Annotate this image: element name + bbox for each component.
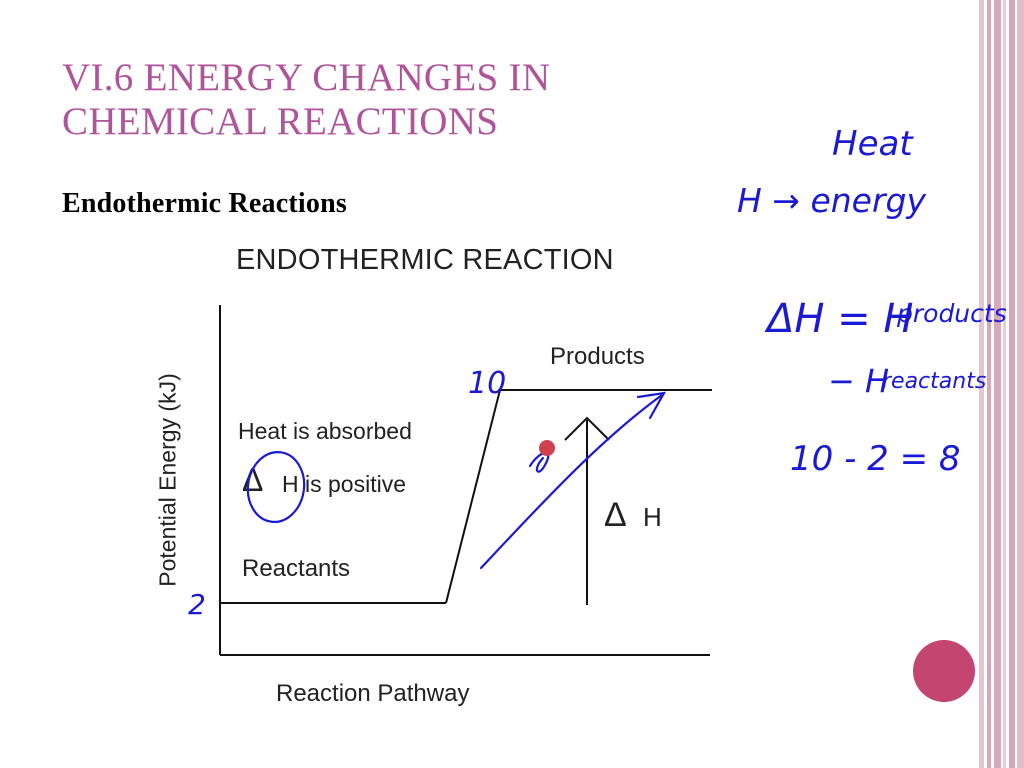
- ink-calculation: 10 - 2 = 8: [790, 439, 961, 479]
- delta-h-label: H: [643, 502, 662, 532]
- ink-red-dot: [539, 440, 555, 456]
- slide-border: [979, 0, 1024, 768]
- ink-reactants-subscript: reactants: [882, 369, 986, 394]
- delta-h-symbol: Δ: [604, 496, 627, 534]
- ink-minus-h: − H: [828, 362, 889, 400]
- ink-delta-h-equation: ΔH = H: [764, 296, 913, 342]
- slide-title: VI.6 ENERGY CHANGES IN CHEMICAL REACTION…: [62, 56, 550, 144]
- ink-diagonal-arrow: [479, 393, 664, 570]
- arrow-head: [564, 416, 610, 441]
- slide-title-line-2: CHEMICAL REACTIONS: [62, 100, 499, 143]
- heat-absorbed-label: Heat is absorbed: [238, 418, 412, 444]
- diagram-title: ENDOTHERMIC REACTION: [236, 244, 614, 276]
- ink-heat: Heat: [832, 124, 914, 164]
- products-label: Products: [550, 343, 645, 370]
- ink-value-2: 2: [188, 588, 206, 621]
- ink-scribble: [528, 451, 550, 473]
- ink-value-10: 10: [468, 366, 506, 401]
- ink-h-energy: H → energy: [737, 181, 926, 220]
- slide-title-line-1: VI.6 ENERGY CHANGES IN: [62, 56, 551, 99]
- transition-line: [445, 389, 501, 604]
- ink-circle: [246, 451, 306, 523]
- reactants-label: Reactants: [242, 555, 351, 582]
- decorative-circle: [913, 640, 975, 702]
- slide-subtitle: Endothermic Reactions: [62, 188, 347, 219]
- ink-products-subscript: products: [896, 299, 1007, 328]
- x-axis-label: Reaction Pathway: [276, 680, 470, 707]
- ink-arrowhead: [636, 391, 667, 420]
